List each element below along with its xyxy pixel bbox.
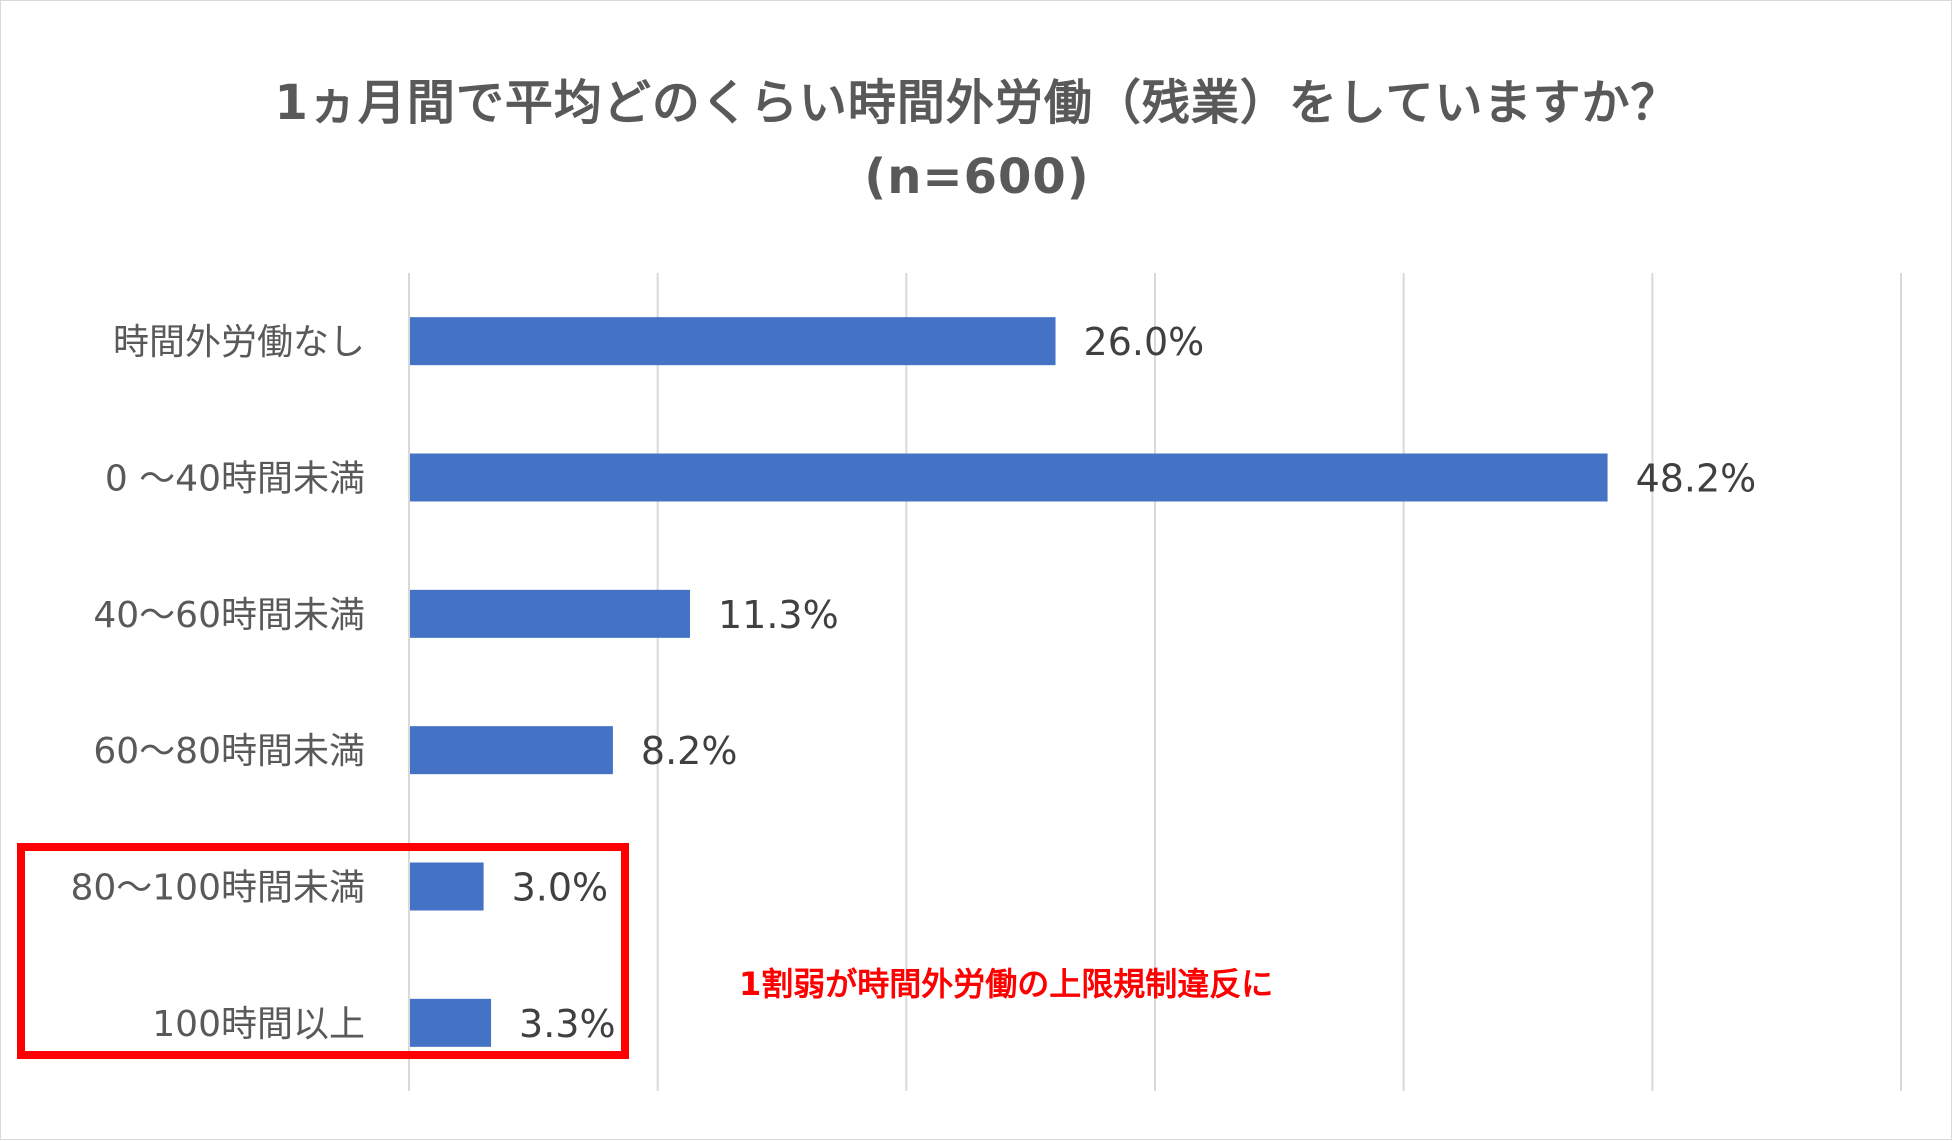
bar <box>409 453 1608 502</box>
category-label: 0 〜40時間未満 <box>105 459 365 500</box>
category-label: 時間外労働なし <box>113 322 365 363</box>
bar <box>409 998 492 1047</box>
bar <box>409 862 484 911</box>
value-label: 26.0% <box>1084 320 1205 364</box>
value-label: 3.3% <box>519 1002 616 1046</box>
value-label: 11.3% <box>718 593 839 637</box>
bar <box>409 317 1056 366</box>
category-label: 80〜100時間未満 <box>70 868 365 909</box>
highlight-box <box>17 843 629 1059</box>
bar <box>409 726 613 775</box>
annotation-text: 1割弱が時間外労働の上限規制違反に <box>739 965 1274 1003</box>
value-label: 8.2% <box>641 729 738 773</box>
category-label: 40〜60時間未満 <box>93 595 365 636</box>
bar <box>409 589 690 638</box>
chart-subtitle: (n=600) <box>864 149 1090 205</box>
category-label: 100時間以上 <box>152 1004 365 1045</box>
value-label: 3.0% <box>512 866 609 910</box>
value-label: 48.2% <box>1636 457 1757 501</box>
category-label: 60〜80時間未満 <box>93 731 365 772</box>
chart-title: 1ヵ月間で平均どのくらい時間外労働（残業）をしていますか？ <box>274 75 1680 131</box>
